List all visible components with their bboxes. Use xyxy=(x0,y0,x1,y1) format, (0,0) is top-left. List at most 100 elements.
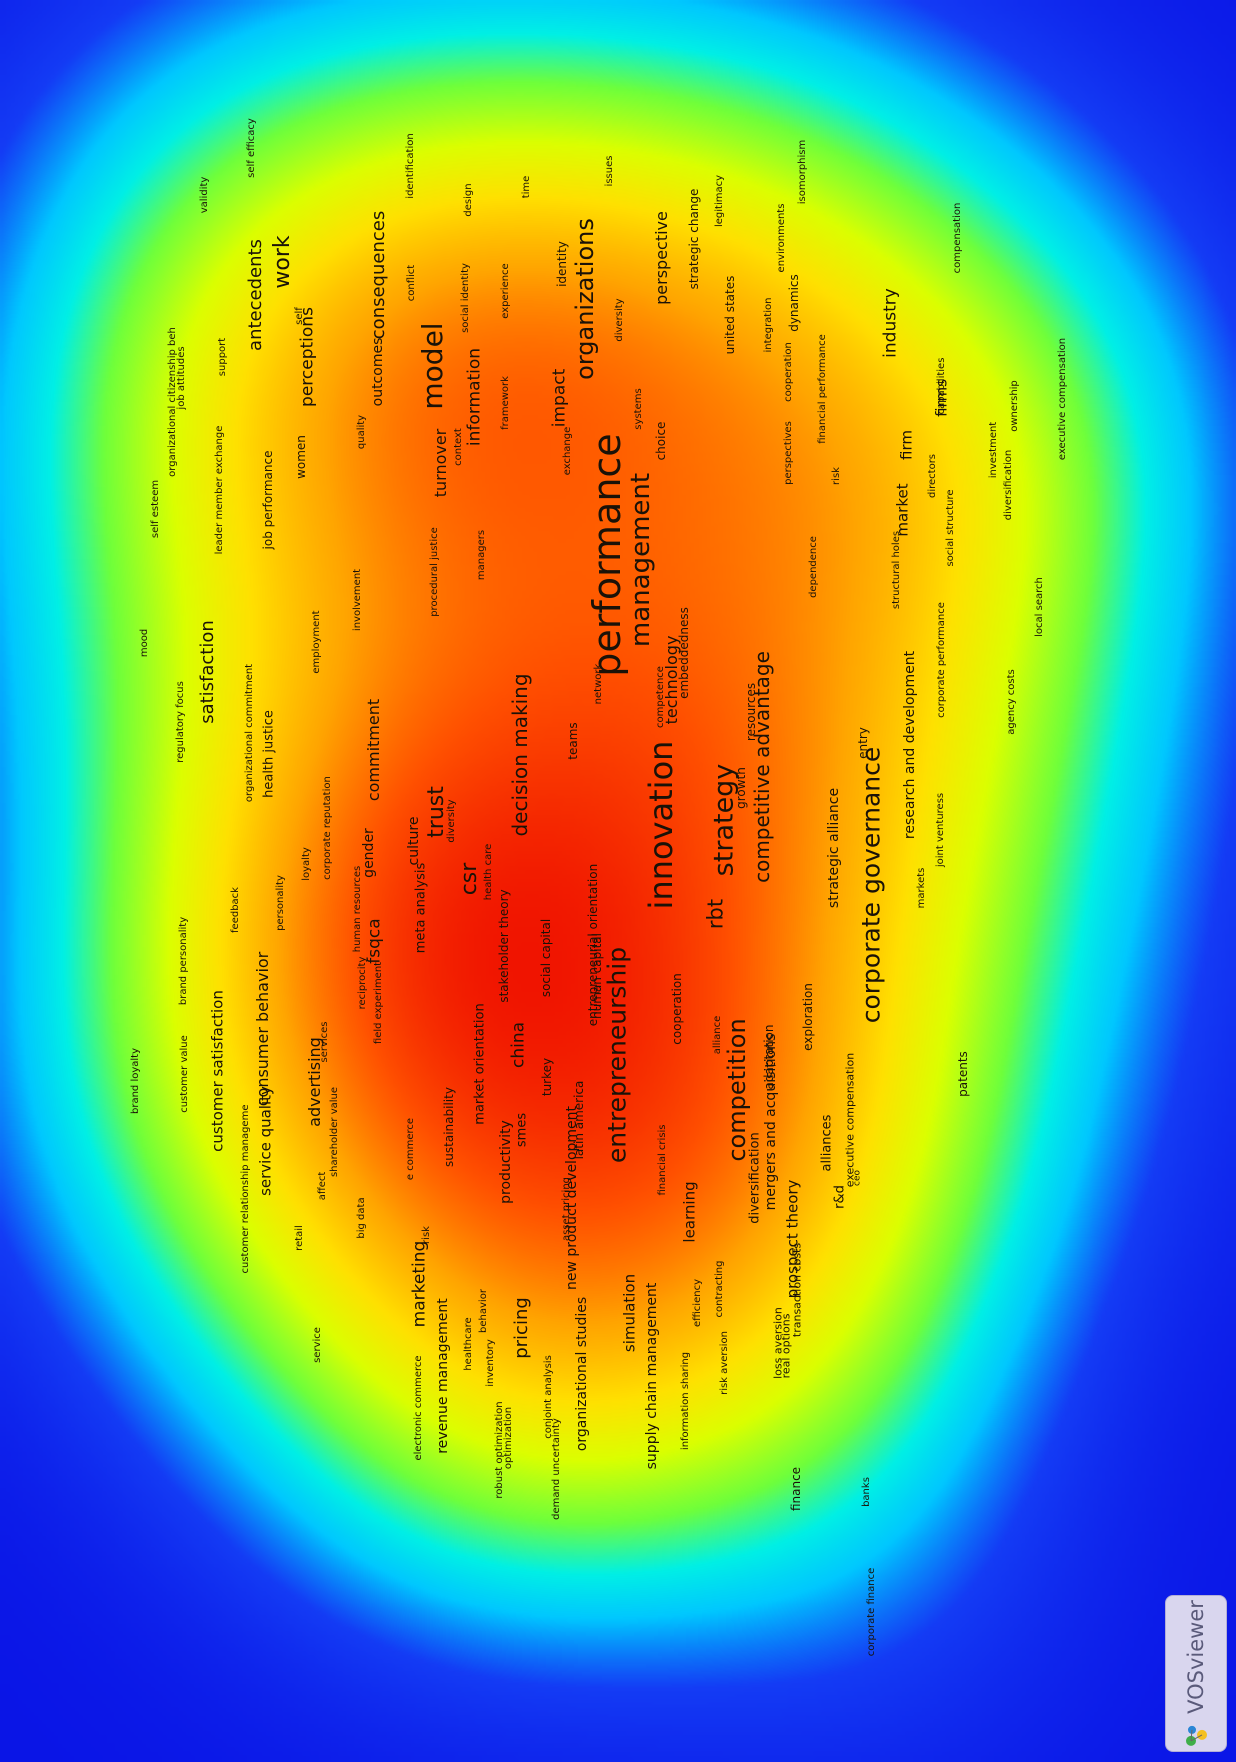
term-label[interactable]: patents xyxy=(956,1051,970,1097)
term-label[interactable]: information sharing xyxy=(680,1351,691,1451)
term-label[interactable]: impact xyxy=(549,368,570,428)
term-label[interactable]: personality xyxy=(275,875,286,931)
term-label[interactable]: experience xyxy=(500,263,511,319)
term-label[interactable]: fsqca xyxy=(364,918,385,964)
term-label[interactable]: choice xyxy=(654,421,668,461)
term-label[interactable]: managers xyxy=(476,529,487,581)
term-label[interactable]: regulatory focus xyxy=(175,681,186,763)
term-label[interactable]: perspective xyxy=(652,211,671,305)
term-label[interactable]: cooperation xyxy=(783,342,794,402)
term-label[interactable]: markets xyxy=(916,867,927,909)
term-label[interactable]: growth xyxy=(734,767,748,809)
term-label[interactable]: reciprocity xyxy=(357,956,368,1010)
term-label[interactable]: healthcare xyxy=(463,1317,474,1371)
term-label[interactable]: social capital xyxy=(539,918,553,998)
term-label[interactable]: rbt xyxy=(703,898,728,930)
term-label[interactable]: strategic change xyxy=(687,188,701,290)
term-label[interactable]: legitimacy xyxy=(714,174,725,228)
term-label[interactable]: trust xyxy=(424,786,449,838)
term-label[interactable]: efficiency xyxy=(692,1278,703,1328)
term-label[interactable]: identity xyxy=(555,241,569,287)
term-label[interactable]: structural holes xyxy=(891,530,902,610)
term-label[interactable]: corporate finance xyxy=(866,1567,877,1657)
term-label[interactable]: management xyxy=(626,472,656,648)
term-label[interactable]: financial crisis xyxy=(657,1124,668,1196)
term-label[interactable]: corporate reputation xyxy=(322,776,333,880)
term-label[interactable]: competence xyxy=(655,666,666,728)
term-label[interactable]: contracting xyxy=(714,1260,725,1318)
term-label[interactable]: integration xyxy=(763,297,774,353)
term-label[interactable]: financial performance xyxy=(817,334,828,444)
term-label[interactable]: alliance xyxy=(712,1015,723,1055)
term-label[interactable]: competition xyxy=(723,1018,751,1162)
term-label[interactable]: job attitudes xyxy=(176,346,187,410)
term-label[interactable]: finance xyxy=(789,1466,803,1512)
term-label[interactable]: conflict xyxy=(406,264,417,302)
term-label[interactable]: china xyxy=(508,1021,529,1069)
term-label[interactable]: electronic commerce xyxy=(413,1355,424,1461)
term-label[interactable]: agency costs xyxy=(1006,669,1017,735)
term-label[interactable]: time xyxy=(521,175,532,199)
term-label[interactable]: capabilities xyxy=(936,357,947,415)
term-label[interactable]: context xyxy=(453,428,464,466)
term-label[interactable]: r&d xyxy=(832,1185,848,1209)
term-label[interactable]: united states xyxy=(723,275,737,355)
term-label[interactable]: validity xyxy=(199,176,210,214)
term-label[interactable]: simulation xyxy=(620,1273,639,1353)
term-label[interactable]: design xyxy=(463,183,474,217)
term-label[interactable]: compensation xyxy=(952,202,963,274)
term-label[interactable]: exchange xyxy=(562,426,573,476)
term-label[interactable]: perspectives xyxy=(783,421,794,485)
term-label[interactable]: ownership xyxy=(1009,380,1020,432)
term-label[interactable]: consumer behavior xyxy=(253,951,272,1107)
term-label[interactable]: latin america xyxy=(572,1080,586,1160)
term-label[interactable]: market xyxy=(893,483,912,537)
term-label[interactable]: human resources xyxy=(352,865,363,953)
term-label[interactable]: cooperation xyxy=(670,973,684,1045)
term-label[interactable]: diversification xyxy=(1003,449,1014,521)
term-label[interactable]: smes xyxy=(514,1112,530,1148)
term-label[interactable]: antecedents xyxy=(245,239,266,351)
term-label[interactable]: pricing xyxy=(511,1297,532,1359)
term-label[interactable]: self esteem xyxy=(150,479,161,539)
term-label[interactable]: employment xyxy=(311,610,322,674)
term-label[interactable]: customer value xyxy=(179,1035,190,1113)
term-label[interactable]: asset pricing xyxy=(561,1177,572,1241)
term-label[interactable]: corporate governance xyxy=(856,746,886,1024)
term-label[interactable]: work xyxy=(270,235,295,289)
term-label[interactable]: diversity xyxy=(614,298,625,342)
term-label[interactable]: organizations xyxy=(571,218,599,380)
term-label[interactable]: alliances xyxy=(819,1114,835,1172)
term-label[interactable]: identification xyxy=(405,133,416,199)
term-label[interactable]: outcomes xyxy=(370,337,386,407)
term-label[interactable]: optimization xyxy=(503,1406,514,1470)
term-label[interactable]: involvement xyxy=(352,568,363,632)
term-label[interactable]: research and development xyxy=(902,650,918,840)
term-label[interactable]: exploration xyxy=(801,983,815,1051)
term-label[interactable]: self efficacy xyxy=(246,118,257,178)
term-label[interactable]: stakeholder theory xyxy=(497,889,511,1003)
term-label[interactable]: resources xyxy=(744,682,758,742)
term-label[interactable]: framework xyxy=(500,376,511,430)
term-label[interactable]: executive compensation xyxy=(843,1052,857,1188)
term-label[interactable]: investment xyxy=(988,421,999,479)
term-label[interactable]: retail xyxy=(294,1225,305,1251)
term-label[interactable]: robust optimization xyxy=(494,1401,505,1499)
term-label[interactable]: learning xyxy=(680,1181,699,1243)
term-label[interactable]: isomorphism xyxy=(797,139,808,205)
term-label[interactable]: inventory xyxy=(485,1339,496,1387)
term-label[interactable]: mood xyxy=(139,628,150,658)
term-label[interactable]: risk xyxy=(831,467,842,485)
term-label[interactable]: adaptation xyxy=(762,1024,776,1090)
term-label[interactable]: revenue management xyxy=(435,1298,451,1454)
term-label[interactable]: performance xyxy=(585,433,629,677)
term-label[interactable]: brand loyalty xyxy=(130,1047,141,1115)
term-label[interactable]: systems xyxy=(633,388,644,430)
term-label[interactable]: affect xyxy=(317,1171,328,1201)
term-label[interactable]: real options xyxy=(779,1313,793,1379)
term-label[interactable]: gender xyxy=(361,828,377,878)
term-label[interactable]: risk aversion xyxy=(719,1331,730,1395)
term-label[interactable]: service xyxy=(312,1327,323,1363)
term-label[interactable]: productivity xyxy=(498,1120,514,1204)
term-label[interactable]: innovation xyxy=(642,740,680,910)
